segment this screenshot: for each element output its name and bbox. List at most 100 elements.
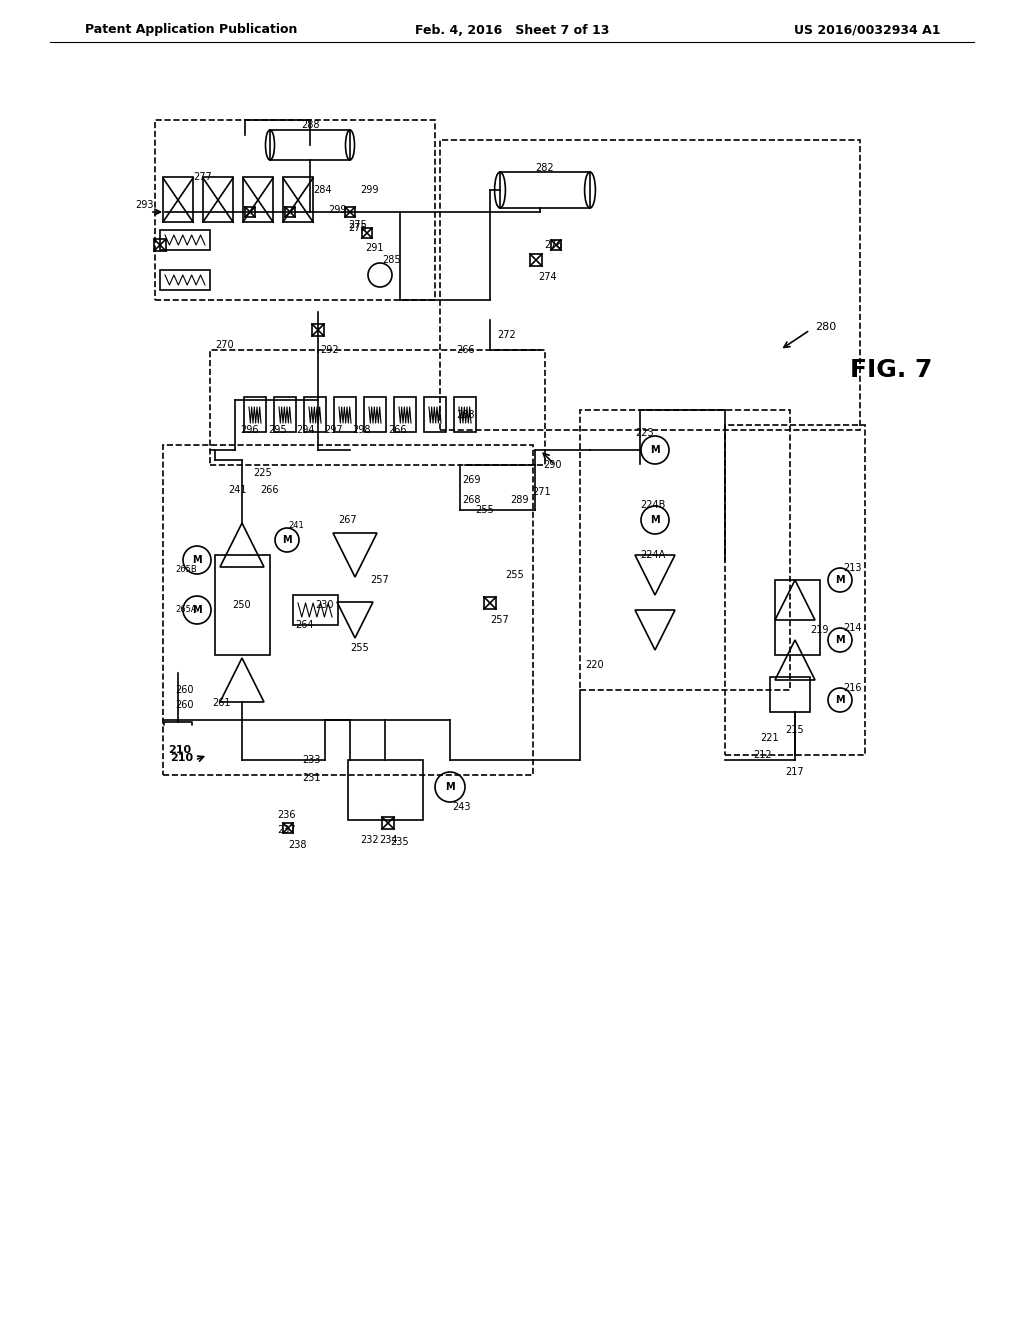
- Bar: [285, 207, 295, 216]
- Text: M: M: [836, 576, 845, 585]
- Text: 235: 235: [390, 837, 409, 847]
- Text: M: M: [193, 554, 202, 565]
- Bar: [210, 350, 545, 465]
- Bar: [215, 554, 270, 655]
- Text: 261: 261: [212, 698, 230, 708]
- Bar: [245, 207, 255, 216]
- Bar: [424, 397, 446, 432]
- Text: US 2016/0032934 A1: US 2016/0032934 A1: [794, 24, 940, 37]
- Text: 274: 274: [538, 272, 557, 282]
- Text: 250: 250: [232, 601, 251, 610]
- Text: 217: 217: [785, 767, 804, 777]
- Bar: [304, 397, 326, 432]
- Bar: [440, 140, 860, 430]
- Bar: [203, 177, 233, 222]
- Text: 260: 260: [175, 685, 194, 696]
- Bar: [484, 597, 496, 609]
- Text: 285: 285: [382, 255, 400, 265]
- Text: 219: 219: [810, 624, 828, 635]
- Bar: [312, 323, 324, 337]
- Bar: [580, 411, 790, 690]
- Text: 299: 299: [328, 205, 346, 215]
- Bar: [274, 397, 296, 432]
- Text: 255: 255: [350, 643, 369, 653]
- Bar: [270, 129, 350, 160]
- Text: 289: 289: [510, 495, 528, 506]
- Text: 221: 221: [760, 733, 778, 743]
- Text: 243: 243: [452, 803, 470, 812]
- Bar: [394, 397, 416, 432]
- Bar: [770, 677, 810, 711]
- Text: 298: 298: [352, 425, 371, 436]
- Text: 213: 213: [843, 564, 861, 573]
- Text: 270: 270: [215, 341, 233, 350]
- Text: 277: 277: [193, 172, 212, 182]
- Text: 266: 266: [388, 425, 407, 436]
- Text: 210: 210: [168, 744, 191, 755]
- Text: 272: 272: [497, 330, 516, 341]
- Text: 276: 276: [544, 240, 562, 249]
- Text: 257: 257: [370, 576, 389, 585]
- Bar: [154, 239, 166, 251]
- Text: 233: 233: [302, 755, 321, 766]
- Bar: [160, 271, 210, 290]
- Text: 212: 212: [753, 750, 772, 760]
- Text: 238: 238: [288, 840, 306, 850]
- Text: 266: 266: [260, 484, 279, 495]
- Text: 264: 264: [295, 620, 313, 630]
- Text: 290: 290: [543, 459, 561, 470]
- Text: 230: 230: [315, 601, 334, 610]
- Text: 241: 241: [228, 484, 247, 495]
- Text: 237: 237: [278, 825, 296, 836]
- Text: FIG. 7: FIG. 7: [850, 358, 933, 381]
- Bar: [500, 172, 590, 209]
- Bar: [725, 425, 865, 755]
- Text: 280: 280: [815, 322, 837, 333]
- Text: 288: 288: [301, 120, 319, 129]
- Text: 223: 223: [635, 428, 653, 438]
- Text: 225: 225: [253, 469, 271, 478]
- Text: M: M: [650, 515, 659, 525]
- Bar: [362, 228, 372, 238]
- Bar: [364, 397, 386, 432]
- Text: 224B: 224B: [640, 500, 666, 510]
- Text: Patent Application Publication: Patent Application Publication: [85, 24, 297, 37]
- Bar: [334, 397, 356, 432]
- Text: 266: 266: [456, 345, 474, 355]
- Text: 294: 294: [296, 425, 314, 436]
- Text: M: M: [836, 696, 845, 705]
- Text: 295: 295: [268, 425, 287, 436]
- Text: 255: 255: [475, 506, 494, 515]
- Bar: [775, 579, 820, 655]
- Text: 257: 257: [490, 615, 509, 624]
- Bar: [155, 120, 435, 300]
- Text: 291: 291: [365, 243, 384, 253]
- Bar: [530, 253, 542, 267]
- Text: 275: 275: [348, 223, 367, 234]
- Bar: [293, 595, 338, 624]
- Text: 282: 282: [536, 162, 554, 173]
- Text: 271: 271: [532, 487, 551, 498]
- Text: 220: 220: [585, 660, 603, 671]
- Bar: [160, 230, 210, 249]
- Bar: [163, 445, 534, 775]
- Bar: [243, 177, 273, 222]
- Bar: [382, 817, 394, 829]
- Text: 234: 234: [379, 836, 397, 845]
- Text: M: M: [650, 445, 659, 455]
- Text: 210: 210: [170, 752, 194, 763]
- Text: M: M: [283, 535, 292, 545]
- Text: 260: 260: [175, 700, 194, 710]
- Text: M: M: [193, 605, 202, 615]
- Text: M: M: [445, 781, 455, 792]
- Text: 236: 236: [278, 810, 296, 820]
- Bar: [163, 177, 193, 222]
- Text: Feb. 4, 2016   Sheet 7 of 13: Feb. 4, 2016 Sheet 7 of 13: [415, 24, 609, 37]
- Bar: [551, 240, 561, 249]
- Text: M: M: [836, 635, 845, 645]
- Text: 216: 216: [843, 682, 861, 693]
- Text: 293: 293: [135, 201, 154, 210]
- Text: 267: 267: [338, 515, 356, 525]
- Bar: [244, 397, 266, 432]
- Text: 232: 232: [360, 836, 379, 845]
